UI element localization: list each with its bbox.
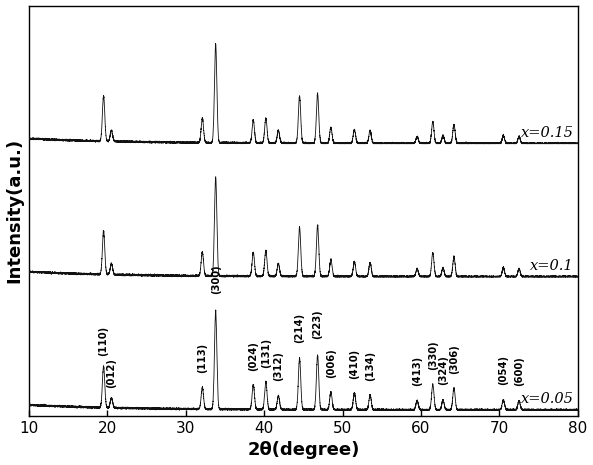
Text: (110): (110) — [98, 326, 109, 356]
Text: (012): (012) — [106, 359, 116, 388]
Text: x=0.05: x=0.05 — [521, 392, 574, 406]
Text: (131): (131) — [261, 338, 271, 368]
Text: (330): (330) — [428, 340, 438, 370]
Text: (413): (413) — [412, 356, 422, 386]
Text: (324): (324) — [438, 356, 448, 385]
Text: (306): (306) — [449, 344, 459, 373]
Text: (054): (054) — [498, 355, 508, 385]
Text: (300): (300) — [211, 264, 221, 294]
Text: (006): (006) — [326, 348, 336, 378]
Text: (024): (024) — [248, 341, 259, 371]
Text: x=0.15: x=0.15 — [521, 126, 574, 140]
Text: (223): (223) — [313, 309, 323, 339]
X-axis label: 2θ(degree): 2θ(degree) — [247, 441, 359, 459]
Text: (410): (410) — [349, 348, 359, 379]
Text: x=0.1: x=0.1 — [530, 259, 574, 273]
Text: (113): (113) — [197, 343, 208, 372]
Text: (600): (600) — [514, 357, 524, 386]
Text: (214): (214) — [295, 313, 305, 343]
Text: (312): (312) — [273, 351, 283, 380]
Y-axis label: Intensity(a.u.): Intensity(a.u.) — [5, 138, 24, 283]
Text: (134): (134) — [365, 351, 375, 380]
